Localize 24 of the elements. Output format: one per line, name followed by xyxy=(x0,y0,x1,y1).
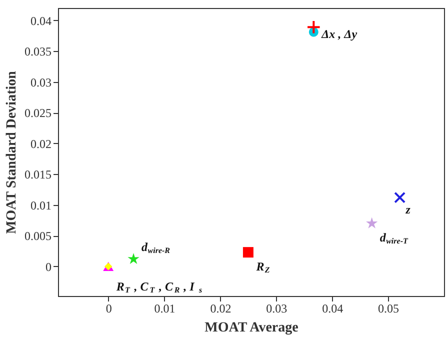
y-axis-title: MOAT Standard Deviation xyxy=(4,70,20,234)
point xyxy=(306,20,321,34)
y-tick-label: 0.035 xyxy=(24,44,52,59)
x-tick-label: 0.05 xyxy=(378,302,400,316)
point xyxy=(366,217,378,228)
x-axis-title: MOAT Average xyxy=(204,320,298,336)
point xyxy=(242,247,254,258)
x-tick-label: 0 xyxy=(106,302,112,316)
y-tick-label: 0.005 xyxy=(24,229,52,244)
y-tick-label: 0.03 xyxy=(30,75,52,90)
x-tick-label: 0.04 xyxy=(322,302,344,316)
annotation: Δx , Δy xyxy=(320,27,358,41)
y-tick-label: 0.04 xyxy=(30,14,52,28)
x-tick-label: 0.02 xyxy=(210,302,232,316)
y-tick-label: 0.02 xyxy=(30,136,52,151)
x-tick-label: 0.01 xyxy=(154,302,176,316)
y-tick-label: 0.01 xyxy=(30,198,52,212)
y-tick-label: 0.025 xyxy=(24,106,52,120)
y-tick-label: 0 xyxy=(46,260,52,274)
annotation: z xyxy=(404,202,411,217)
x-tick-label: 0.03 xyxy=(266,302,288,316)
point xyxy=(394,192,406,204)
point xyxy=(128,252,140,264)
y-tick-label: 0.015 xyxy=(24,168,52,182)
